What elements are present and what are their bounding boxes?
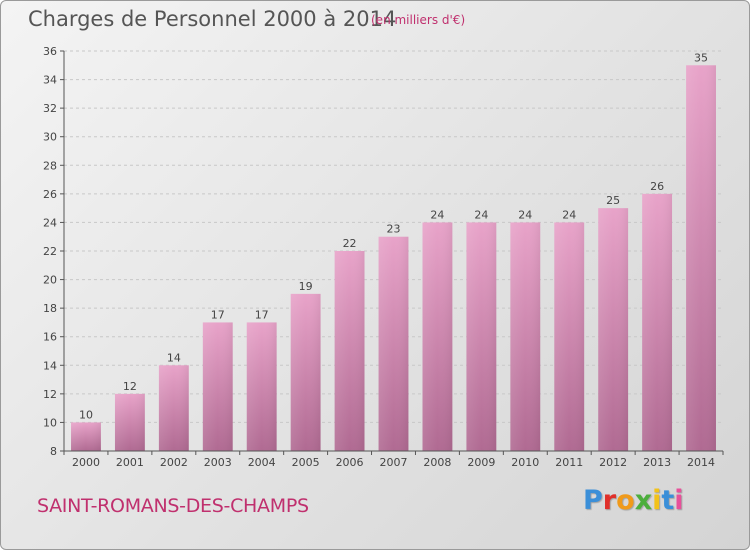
value-label: 10: [79, 408, 93, 421]
bar-shading: [422, 222, 453, 451]
logo-letter: o: [616, 485, 635, 516]
logo-letter: P: [583, 485, 603, 516]
y-tick-label: 24: [43, 216, 57, 229]
bar-shading: [554, 222, 585, 451]
x-tick-label: 2002: [160, 456, 188, 469]
x-tick-label: 2000: [72, 456, 100, 469]
value-label: 17: [211, 308, 225, 321]
value-label: 25: [606, 194, 620, 207]
y-tick-label: 32: [43, 102, 57, 115]
bar-shading: [598, 208, 629, 451]
bar-shading: [71, 422, 101, 451]
chart-subtitle: (en milliers d'€): [371, 13, 466, 27]
bar-shading: [686, 65, 716, 452]
value-label: 24: [518, 208, 532, 221]
x-tick-label: 2011: [555, 456, 583, 469]
y-tick-label: 18: [43, 302, 57, 315]
x-tick-label: 2006: [336, 456, 364, 469]
x-tick-label: 2004: [248, 456, 276, 469]
logo-letter: i: [652, 485, 662, 516]
x-tick-label: 2010: [511, 456, 539, 469]
value-label: 23: [387, 223, 401, 236]
logo-letter: t: [661, 485, 675, 516]
y-tick-label: 8: [50, 445, 57, 458]
bar-shading: [158, 365, 189, 451]
value-labels: 10 12 14 17 17 19 22 23 24 24 24 24 25 26 35: [79, 51, 708, 421]
value-label: 35: [694, 51, 708, 64]
x-tick-label: 2014: [687, 456, 715, 469]
y-tick-label: 12: [43, 388, 57, 401]
bar-shading: [510, 222, 541, 451]
y-tick-label: 16: [43, 331, 57, 344]
y-axis: 8 10 12 14 16 18 20 22 24 26 28 30 32 34 36: [43, 45, 65, 458]
value-label: 19: [299, 280, 313, 293]
y-tick-label: 34: [43, 74, 57, 87]
value-label: 24: [430, 208, 444, 221]
y-tick-label: 20: [43, 274, 57, 287]
y-tick-label: 36: [43, 45, 57, 58]
bar-shading: [202, 322, 233, 451]
y-tick-label: 14: [43, 359, 57, 372]
x-axis: 2000 2001 2002 2003 2004 2005 2006 2007 2008 2009…: [63, 450, 724, 469]
y-tick-label: 26: [43, 188, 57, 201]
x-tick-label: 2012: [599, 456, 627, 469]
bar-shading: [246, 322, 277, 451]
value-label: 26: [650, 180, 664, 193]
x-tick-label: 2003: [204, 456, 232, 469]
y-tick-label: 10: [43, 416, 57, 429]
x-tick-label: 2005: [292, 456, 320, 469]
value-label: 22: [343, 237, 357, 250]
logo-letter: x: [634, 485, 653, 516]
x-tick-label: 2001: [116, 456, 144, 469]
bar-shading: [114, 393, 145, 451]
y-tick-label: 22: [43, 245, 57, 258]
x-tick-label: 2008: [423, 456, 451, 469]
logo-letter: i: [674, 485, 684, 516]
value-label: 24: [474, 208, 488, 221]
x-tick-label: 2009: [467, 456, 495, 469]
value-label: 14: [167, 351, 181, 364]
y-tick-label: 28: [43, 159, 57, 172]
value-label: 17: [255, 308, 269, 321]
bar-shading: [290, 293, 321, 451]
bar-shading: [466, 222, 497, 451]
value-label: 24: [562, 208, 576, 221]
proxiti-logo: Proxiti: [583, 485, 684, 516]
y-tick-label: 30: [43, 131, 57, 144]
bars: [71, 65, 716, 452]
logo-letter: r: [602, 485, 617, 516]
x-tick-label: 2013: [643, 456, 671, 469]
value-label: 12: [123, 380, 137, 393]
commune-name: SAINT-ROMANS-DES-CHAMPS: [37, 495, 309, 517]
bar-shading: [642, 193, 673, 451]
bar-shading: [334, 251, 365, 451]
x-tick-label: 2007: [380, 456, 408, 469]
chart-title: Charges de Personnel 2000 à 2014: [28, 7, 397, 31]
bar-shading: [378, 236, 409, 451]
